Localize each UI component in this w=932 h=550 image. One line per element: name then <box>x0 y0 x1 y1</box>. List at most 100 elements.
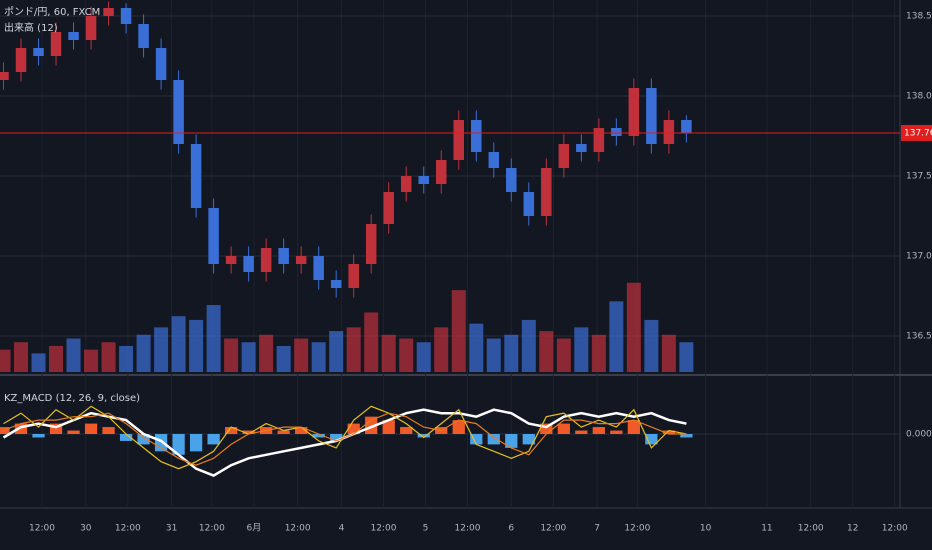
candle-body <box>15 48 27 72</box>
histogram-bar <box>242 430 255 434</box>
candle-body <box>453 120 465 160</box>
volume-bar <box>381 334 396 372</box>
x-tick-label: 12:00 <box>285 524 311 534</box>
x-tick-label: 6 <box>508 524 514 534</box>
volume-bar <box>66 338 81 372</box>
x-tick-label: 12:00 <box>115 524 141 534</box>
histogram-bar <box>67 430 80 434</box>
chart-title: ポンド/円, 60, FXCM <box>4 6 100 18</box>
candle-body <box>260 248 272 272</box>
volume-bar <box>591 334 606 372</box>
volume-bar <box>644 319 659 372</box>
x-tick-label: 31 <box>166 524 177 534</box>
candle-body <box>173 80 184 144</box>
candle-body <box>506 168 517 192</box>
indicator-line <box>3 412 687 466</box>
histogram-bar <box>14 423 28 434</box>
histogram-bar <box>347 423 360 434</box>
candle-body <box>663 120 675 144</box>
volume-bar <box>574 327 589 372</box>
x-tick-label: 12:00 <box>540 524 566 534</box>
histogram-bar <box>207 434 220 445</box>
x-tick-label: 12:00 <box>882 524 908 534</box>
volume-bar <box>31 353 46 372</box>
histogram-bar <box>225 427 238 434</box>
histogram-bar <box>575 430 588 434</box>
candle-body <box>611 128 622 136</box>
histogram-bar <box>382 420 395 434</box>
candle-body <box>33 48 44 56</box>
y-tick-label: 138.500 <box>906 12 932 22</box>
volume-bar <box>521 319 536 372</box>
volume-bar <box>434 327 449 372</box>
candle-body <box>68 32 79 40</box>
histogram-bar <box>592 427 605 434</box>
volume-bar <box>259 334 274 372</box>
histogram-bar <box>295 427 308 434</box>
histogram-bar <box>172 434 185 455</box>
last-price-label: 137.769 <box>904 128 932 138</box>
volume-bar <box>294 338 309 372</box>
volume-bar <box>346 327 361 372</box>
volume-bar <box>0 349 11 372</box>
x-tick-label: 12 <box>847 524 858 534</box>
histogram-bar <box>680 434 693 438</box>
candle-body <box>558 144 570 168</box>
y-tick-label: 136.500 <box>906 332 932 342</box>
histogram-bar <box>645 434 658 445</box>
candle-body <box>471 120 482 152</box>
candle-body <box>50 32 62 56</box>
volume-bar <box>451 290 466 372</box>
histogram-bar <box>505 434 518 448</box>
volume-bar <box>154 327 169 372</box>
volume-bar <box>101 342 116 372</box>
candle-body <box>313 256 324 280</box>
histogram-bar <box>189 434 203 452</box>
x-tick-label: 4 <box>339 524 345 534</box>
candle-body <box>488 152 500 168</box>
histogram-bar <box>312 434 325 438</box>
x-tick-label: 6月 <box>247 523 262 534</box>
candle-body <box>295 256 307 264</box>
candle-body <box>103 8 114 16</box>
x-tick-label: 11 <box>761 524 772 534</box>
histogram-bar <box>522 434 535 445</box>
macd-title: KZ_MACD (12, 26, 9, close) <box>4 393 140 404</box>
candle-body <box>330 280 342 288</box>
histogram-bar <box>610 430 623 434</box>
candle-body <box>418 176 429 184</box>
y-tick-label: 0.000 <box>906 430 932 440</box>
candle-body <box>646 88 657 144</box>
x-tick-label: 12:00 <box>455 524 481 534</box>
candle-body <box>243 256 254 272</box>
volume-bar <box>84 349 99 372</box>
volume-bar <box>206 305 221 372</box>
volume-bar <box>241 342 256 372</box>
volume-bar <box>364 312 379 372</box>
volume-bar <box>469 323 484 372</box>
candle-body <box>138 24 149 48</box>
candle-body <box>190 144 202 208</box>
candle-body <box>0 72 9 80</box>
x-tick-label: 12:00 <box>624 524 650 534</box>
volume-bar <box>189 319 204 372</box>
volume-bar <box>556 338 571 372</box>
volume-bar <box>504 334 519 372</box>
candle-body <box>593 128 605 152</box>
volume-bar <box>486 338 501 372</box>
volume-bar <box>224 338 239 372</box>
histogram-bar <box>452 420 465 434</box>
histogram-bar <box>400 427 413 434</box>
volume-bar <box>136 334 151 372</box>
volume-bar <box>399 338 414 372</box>
histogram-bar <box>277 430 290 434</box>
candle-body <box>85 16 97 40</box>
candle-body <box>541 168 552 216</box>
x-tick-label: 30 <box>80 524 92 534</box>
histogram-bar <box>540 423 553 434</box>
candle-body <box>576 144 587 152</box>
candle-body <box>208 208 219 264</box>
volume-title: 出来高 (12) <box>4 21 58 34</box>
candle-body <box>365 224 377 264</box>
